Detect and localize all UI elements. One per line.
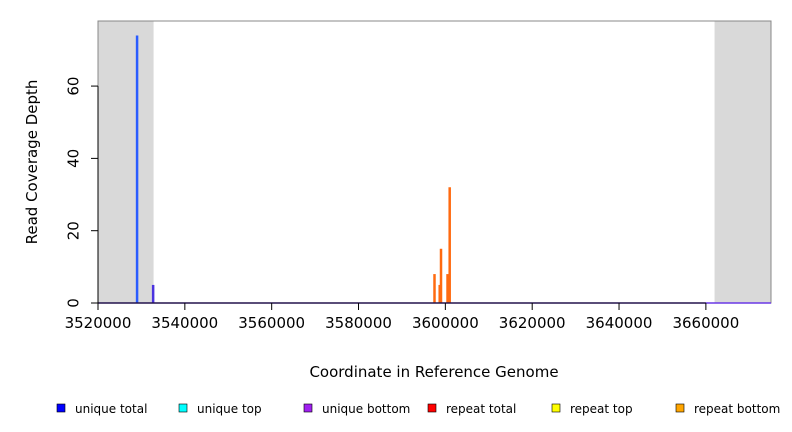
x-tick-label: 3660000 [672,314,739,332]
y-axis: 0 20 40 60 [65,77,99,308]
legend-swatch [303,403,313,413]
x-tick-label: 3560000 [238,314,305,332]
legend-swatch [427,403,437,413]
x-tick-label: 3540000 [151,314,218,332]
shaded-region-1 [714,21,771,303]
legend: unique total unique top unique bottom repea… [56,402,780,416]
x-tick-label: 3620000 [499,314,566,332]
y-tick-label: 40 [65,149,83,168]
x-axis-title: Coordinate in Reference Genome [309,363,558,381]
coverage-bars [135,35,451,303]
x-tick-label: 3600000 [412,314,479,332]
y-axis-title: Read Coverage Depth [23,80,41,245]
y-tick-label: 60 [65,77,83,96]
legend-swatch [56,403,66,413]
x-tick-label: 3580000 [325,314,392,332]
x-axis: 3520000 3540000 3560000 3580000 3600000 36200… [65,302,739,332]
shaded-region-0 [98,21,154,303]
plot-frame [97,20,772,304]
legend-label: unique top [197,402,262,416]
legend-swatch [675,403,685,413]
legend-label: unique bottom [322,402,410,416]
shaded-regions [98,21,771,303]
x-tick-label: 3640000 [586,314,653,332]
legend-label: unique total [75,402,147,416]
legend-label: repeat top [570,402,633,416]
y-tick-label: 0 [65,298,83,308]
legend-swatch [551,403,561,413]
legend-swatch [178,403,188,413]
y-tick-label: 20 [65,221,83,240]
legend-label: repeat total [446,402,516,416]
x-tick-label: 3520000 [65,314,132,332]
legend-label: repeat bottom [694,402,780,416]
